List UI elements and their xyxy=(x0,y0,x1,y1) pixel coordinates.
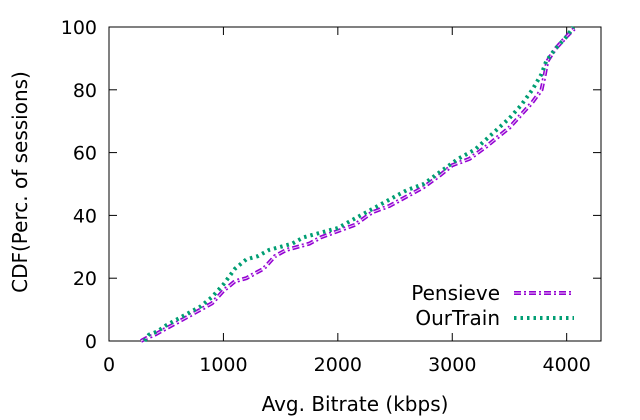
x-tick-label: 1000 xyxy=(199,354,247,376)
y-tick-label: 60 xyxy=(73,143,97,165)
series-line-pensieve xyxy=(140,25,578,343)
plot-border xyxy=(108,26,602,342)
x-tick-label: 4000 xyxy=(542,354,590,376)
x-axis: 0 1000 2000 3000 4000 xyxy=(103,27,591,376)
legend-label: OurTrain xyxy=(415,306,500,330)
series-lines xyxy=(140,25,578,343)
y-tick-label: 20 xyxy=(73,268,97,290)
plot-frame xyxy=(108,26,602,342)
y-tick-label: 100 xyxy=(61,17,97,39)
x-tick-label: 0 xyxy=(103,354,115,376)
y-tick-label: 0 xyxy=(85,331,97,353)
y-axis-label: CDF(Perc. of sessions) xyxy=(8,71,32,293)
series-line-ourtrain xyxy=(142,25,576,343)
y-tick-label: 40 xyxy=(73,205,97,227)
x-tick-label: 2000 xyxy=(314,354,362,376)
x-axis-label: Avg. Bitrate (kbps) xyxy=(262,392,449,416)
x-tick-label: 3000 xyxy=(428,354,476,376)
legend-label: Pensieve xyxy=(411,281,500,305)
y-axis: 0 20 40 60 80 100 xyxy=(61,17,601,353)
series-line-highlight-pensieve xyxy=(140,26,577,342)
y-tick-label: 80 xyxy=(73,80,97,102)
